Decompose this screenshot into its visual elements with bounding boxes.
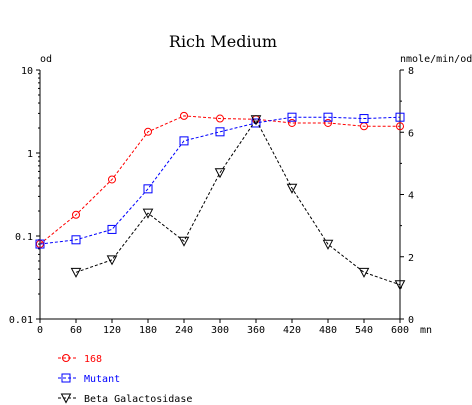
x-tick-label: 180 [139,325,157,336]
data-point [324,118,332,127]
chart-title: Rich Medium [169,32,277,51]
x-unit-label: mn [420,325,432,336]
y-right-tick-label: 6 [408,128,414,139]
data-point [396,122,404,131]
x-tick-label: 420 [283,325,301,336]
data-point [143,184,153,194]
data-point [395,112,405,122]
y-left-axis-label: od [40,54,52,65]
x-tick-label: 540 [355,325,373,336]
x-tick-label: 60 [70,325,82,336]
data-point [107,224,117,234]
data-point [71,235,81,245]
data-point [70,267,82,278]
data-point [142,208,154,219]
y-right-tick-label: 4 [408,191,414,202]
data-point [214,168,226,179]
series-2 [35,112,405,249]
y-left-tick-label: 1 [27,149,33,160]
y-right-tick-label: 8 [408,66,414,77]
legend-label: Mutant [84,374,120,385]
legend-marker [62,354,70,362]
legend-marker [60,393,72,404]
data-point [106,255,118,266]
series-3 [70,115,406,291]
x-tick-label: 120 [103,325,121,336]
legend: 168 Mutant Beta Galactosidase [58,354,192,405]
y-right-tick-label: 0 [408,315,414,326]
data-point [215,127,225,137]
legend-label: Beta Galactosidase [84,394,192,405]
series-layer [35,111,406,291]
data-point [180,111,188,120]
x-tick-label: 300 [211,325,229,336]
y-right-axis-label: nmole/min/od [400,54,472,65]
data-point [178,236,190,247]
y-left-tick-label: 0.01 [9,315,33,326]
x-tick-label: 480 [319,325,337,336]
data-point [35,239,45,249]
data-point [108,175,116,184]
data-point [251,118,261,128]
y-left-tick-label: 10 [21,66,33,77]
data-point [323,112,333,122]
data-point [359,114,369,124]
y-right-tick-label: 2 [408,253,414,264]
x-tick-label: 360 [247,325,265,336]
data-point [288,118,296,127]
data-point [72,210,80,219]
series-line [39,115,400,245]
series-1 [36,111,404,249]
y-left-tick-label: 0.1 [15,232,33,243]
legend-label: 168 [84,354,102,365]
data-point [287,112,297,122]
x-tick-label: 0 [37,325,43,336]
x-tick-label: 240 [175,325,193,336]
series-line [75,118,401,286]
series-line [39,116,401,245]
data-point [286,183,298,194]
data-point [250,115,262,126]
data-point [394,280,406,291]
legend-marker [61,373,71,383]
data-point [358,267,370,278]
data-point [144,127,152,136]
data-point [179,136,189,146]
data-point [216,114,224,123]
x-tick-label: 600 [391,325,409,336]
data-point [322,239,334,250]
axes: 0 60 120 180 240 300 360 420 480 540 6000.010.1110… [9,66,414,336]
